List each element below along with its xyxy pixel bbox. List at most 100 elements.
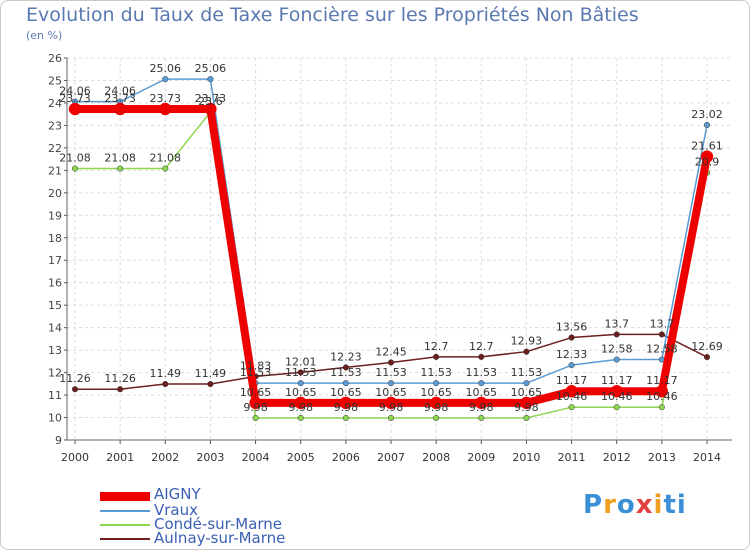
point-vraux (342, 380, 349, 387)
data-label-cond-sur-marne: 9.98 (469, 401, 494, 414)
data-label-aulnay-sur-marne: 11.26 (59, 372, 91, 385)
logo-letter: P (583, 490, 604, 520)
point-aulnay-sur-marne (703, 354, 711, 361)
data-label-aigny: 11.17 (556, 374, 588, 387)
data-label-cond-sur-marne: 9.98 (334, 401, 359, 414)
y-tick-label: 25 (48, 74, 62, 87)
point-aigny (475, 396, 488, 410)
data-label-vraux: 11.53 (240, 366, 272, 379)
point-aigny (204, 102, 217, 116)
y-tick-label: 13 (48, 344, 62, 357)
point-cond-sur-marne (433, 414, 440, 422)
y-tick-label: 24 (48, 97, 62, 110)
legend-label-vraux: Vraux (154, 501, 199, 519)
x-tick-label: 2010 (512, 451, 540, 464)
data-label-aigny: 10.65 (420, 386, 452, 399)
data-label-vraux: 11.53 (466, 366, 498, 379)
data-label-aulnay-sur-marne: 13.7 (650, 317, 675, 330)
point-aulnay-sur-marne (207, 380, 214, 388)
data-label-vraux: 12.58 (601, 343, 633, 356)
point-aigny (294, 396, 307, 410)
chart-subtitle: (en %) (26, 29, 63, 42)
point-aigny (249, 396, 262, 410)
x-tick-label: 2011 (558, 451, 586, 464)
chart-title: Evolution du Taux de Taxe Foncière sur l… (26, 4, 639, 26)
data-label-cond-sur-marne: 21.08 (150, 152, 182, 165)
data-label-vraux: 25.06 (150, 62, 182, 75)
plot-area (67, 58, 732, 440)
data-label-aigny: 11.17 (601, 374, 633, 387)
point-cond-sur-marne (523, 414, 530, 422)
data-label-vraux: 11.53 (375, 366, 407, 379)
point-aigny (565, 384, 578, 398)
point-vraux (703, 121, 711, 129)
legend-label-aulnay: Aulnay-sur-Marne (154, 529, 286, 547)
y-tick-label: 11 (48, 389, 62, 402)
data-label-aigny: 21.61 (691, 140, 723, 153)
data-label-cond-sur-marne: 9.98 (514, 401, 539, 414)
legend-swatch-aigny (100, 492, 150, 501)
data-label-vraux: 11.53 (420, 366, 452, 379)
x-tick-label: 2001 (106, 451, 134, 464)
y-tick-label: 26 (48, 52, 62, 65)
point-aulnay-sur-marne (613, 331, 620, 338)
data-label-vraux: 12.33 (556, 348, 588, 361)
y-tick-label: 10 (48, 412, 62, 425)
data-label-cond-sur-marne: 9.98 (379, 401, 404, 414)
point-vraux (478, 380, 485, 387)
data-label-aulnay-sur-marne: 12.45 (375, 345, 407, 358)
data-label-aulnay-sur-marne: 12.01 (285, 355, 317, 368)
point-aulnay-sur-marne (387, 359, 395, 366)
point-aulnay-sur-marne (342, 364, 349, 371)
data-label-aulnay-sur-marne: 11.49 (195, 367, 227, 380)
point-vraux (297, 380, 304, 387)
y-tick-label: 15 (48, 299, 62, 312)
point-vraux (162, 76, 169, 83)
x-tick-label: 2004 (242, 451, 270, 464)
y-tick-label: 9 (55, 434, 62, 447)
point-aigny (700, 150, 714, 163)
point-cond-sur-marne (252, 414, 259, 422)
point-cond-sur-marne (71, 165, 79, 172)
point-cond-sur-marne (342, 414, 349, 422)
y-tick-label: 18 (48, 232, 62, 245)
data-label-aulnay-sur-marne: 11.83 (240, 359, 272, 372)
data-label-vraux: 24.06 (59, 85, 91, 98)
logo-letter: t (663, 490, 677, 520)
data-label-aigny: 10.65 (466, 386, 498, 399)
x-tick-label: 2008 (422, 451, 450, 464)
data-label-aigny: 23.73 (195, 92, 227, 105)
x-tick-label: 2002 (151, 451, 179, 464)
data-label-aigny: 23.73 (59, 92, 91, 105)
data-label-cond-sur-marne: 21.08 (104, 152, 136, 165)
logo-letter: o (616, 490, 636, 520)
proxiti-logo: Proxiti (583, 490, 687, 520)
logo-letter: x (635, 490, 654, 520)
logo-letter: i (676, 490, 687, 520)
point-aigny (610, 384, 623, 398)
x-tick-label: 2006 (332, 451, 360, 464)
x-tick-label: 2012 (603, 451, 631, 464)
x-tick-label: 2003 (196, 451, 224, 464)
point-aulnay-sur-marne (568, 334, 575, 341)
point-vraux (568, 362, 575, 369)
data-label-aulnay-sur-marne: 12.23 (330, 350, 362, 363)
point-aulnay-sur-marne (523, 348, 530, 355)
data-label-cond-sur-marne: 10.46 (646, 390, 678, 403)
data-label-aulnay-sur-marne: 12.69 (691, 340, 723, 353)
y-tick-label: 16 (48, 277, 62, 290)
data-label-aulnay-sur-marne: 12.93 (511, 335, 543, 348)
point-vraux (207, 76, 214, 83)
data-label-cond-sur-marne: 21.08 (59, 152, 91, 165)
point-aigny (429, 396, 443, 410)
point-vraux (523, 380, 530, 387)
data-label-vraux: 23.02 (691, 108, 723, 121)
point-vraux (613, 356, 620, 363)
point-cond-sur-marne (478, 414, 485, 422)
point-aigny (68, 102, 82, 116)
data-label-aigny: 23.73 (104, 92, 136, 105)
data-label-vraux: 11.53 (330, 366, 362, 379)
point-cond-sur-marne (658, 404, 665, 411)
point-aulnay-sur-marne (658, 331, 665, 338)
